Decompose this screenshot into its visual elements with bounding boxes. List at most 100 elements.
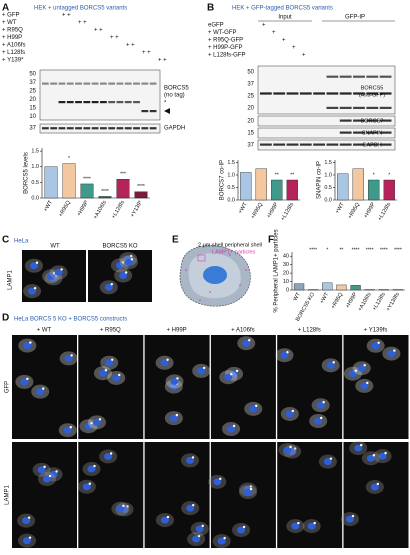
puncta	[60, 268, 62, 270]
puncta	[99, 418, 101, 420]
ladder-label: 37	[29, 126, 36, 132]
band	[327, 144, 339, 146]
band	[260, 92, 272, 94]
y-tick-label: 0	[286, 287, 289, 293]
annotation: LAMP1+ particles	[212, 249, 256, 255]
condition-marks: +	[282, 38, 286, 44]
x-tick-label: +L128fs	[280, 202, 295, 222]
significance: *	[68, 156, 70, 162]
band	[42, 127, 49, 129]
puncta	[219, 478, 221, 480]
puncta	[34, 287, 36, 289]
band	[327, 107, 339, 109]
condition-marks: + +	[78, 20, 87, 26]
puncta	[352, 515, 354, 517]
puncta	[43, 466, 45, 468]
puncta	[192, 456, 194, 458]
puncta	[49, 475, 51, 477]
puncta	[360, 444, 362, 446]
ladder-label: 25	[247, 94, 254, 100]
puncta	[118, 374, 120, 376]
band	[340, 92, 352, 94]
band	[327, 76, 339, 78]
blot-label: GAPDH	[362, 142, 382, 148]
column-label: + Y139fs	[364, 328, 388, 334]
x-tick-label: +R95Q	[250, 201, 264, 220]
panel-title: HeLa BORCS 5 KO + BORCS5 constructs	[14, 317, 127, 323]
y-tick-label: 1.5	[324, 160, 332, 166]
x-tick-label: +H99P	[266, 201, 280, 219]
puncta	[366, 382, 368, 384]
significance: **	[290, 172, 294, 178]
band	[100, 101, 107, 103]
band	[150, 110, 157, 112]
y-tick-label: 0.5	[31, 180, 39, 186]
arrowhead	[164, 108, 170, 114]
puncta	[176, 414, 178, 416]
puncta	[286, 351, 288, 353]
band	[92, 127, 99, 129]
condition-marks: +	[302, 53, 306, 59]
y-axis-label: % Peripheral LAMP1+ particles	[274, 229, 280, 312]
puncta	[28, 516, 30, 518]
band	[380, 107, 392, 109]
ladder-label: 20	[247, 106, 254, 112]
puncta	[36, 262, 38, 264]
puncta	[373, 454, 375, 456]
band	[353, 76, 365, 78]
y-tick-label: 20	[283, 271, 289, 277]
condition-marks: + +	[94, 28, 103, 34]
y-tick-label: 0.0	[31, 195, 39, 201]
bar	[81, 184, 94, 198]
blot-label: BORCS7	[361, 118, 384, 124]
puncta	[236, 370, 238, 372]
puncta	[70, 354, 72, 356]
significance: *	[326, 247, 328, 253]
band	[380, 76, 392, 78]
band	[141, 127, 148, 129]
y-tick-label: 1.0	[324, 172, 332, 178]
band	[273, 144, 285, 146]
y-tick-label: 30	[283, 262, 289, 268]
band	[273, 92, 285, 94]
condition-marks: +	[292, 45, 296, 51]
column-label: + L128fs	[298, 328, 321, 334]
band	[150, 127, 157, 129]
band	[117, 83, 124, 85]
bar	[336, 285, 346, 290]
condition-label: + GFP	[2, 13, 20, 19]
blot-label: (Anti-GFP)	[359, 92, 385, 98]
blot-label: (no tag)	[164, 93, 185, 99]
ladder-label: 25	[29, 89, 36, 95]
condition-marks: + +	[158, 58, 167, 64]
column-label: WT	[50, 244, 60, 250]
blot-label: BORCS5	[164, 86, 189, 92]
y-tick-label: 0.0	[227, 197, 235, 203]
band	[117, 127, 124, 129]
puncta	[223, 537, 225, 539]
bar	[322, 283, 332, 290]
puncta	[313, 522, 315, 524]
band	[340, 132, 352, 134]
band	[125, 83, 132, 85]
puncta	[70, 426, 72, 428]
y-tick-label: 1.5	[227, 160, 235, 166]
puncta	[26, 378, 28, 380]
band	[75, 83, 82, 85]
band	[150, 83, 157, 85]
puncta	[55, 470, 57, 472]
significance: **	[339, 247, 343, 253]
x-tick-label: +R95Q	[347, 201, 361, 220]
puncta	[377, 483, 379, 485]
puncta	[29, 536, 31, 538]
puncta	[89, 483, 91, 485]
x-tick-label: +L128fs	[377, 202, 392, 222]
condition-label: + WT	[2, 20, 17, 26]
band	[366, 76, 378, 78]
column-label: + H99P	[167, 328, 187, 334]
band	[108, 127, 115, 129]
bar	[135, 192, 148, 198]
band	[133, 83, 140, 85]
band	[353, 107, 365, 109]
